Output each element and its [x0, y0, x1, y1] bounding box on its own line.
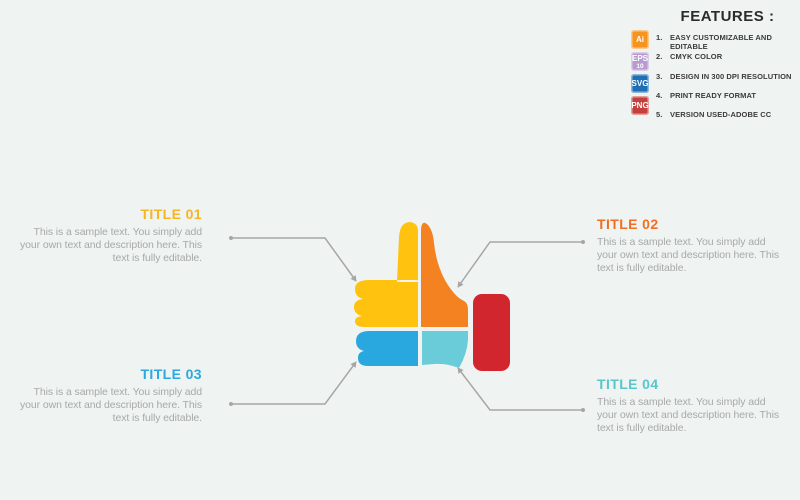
thumb-orange-segment — [421, 222, 468, 327]
title-02-heading: TITLE 02 — [597, 216, 659, 232]
cuff-red-segment — [473, 294, 510, 371]
title-04-description: This is a sample text. You simply add yo… — [597, 396, 779, 435]
feature-item: 5. VERSION USED-ADOBE CC — [656, 110, 800, 129]
feature-item-number: 2. — [656, 52, 663, 62]
eps10-file-icon: EPS 10 — [631, 52, 649, 71]
title-01-heading: TITLE 01 — [140, 206, 202, 222]
connector-title-01 — [229, 236, 357, 282]
features-heading: FEATURES : — [680, 8, 775, 25]
title-01-description: This is a sample text. You simply add yo… — [20, 226, 202, 265]
png-file-icon: PNG — [631, 96, 649, 115]
eps10-file-icon-label: EPS — [631, 53, 648, 63]
thumbs-up-graphic — [354, 222, 510, 371]
title-block-01: TITLE 01 This is a sample text. You simp… — [2, 206, 202, 266]
connector-title-02 — [457, 240, 585, 288]
feature-item: 4. PRINT READY FORMAT — [656, 91, 800, 110]
title-03-heading: TITLE 03 — [140, 366, 202, 382]
title-block-04: TITLE 04 This is a sample text. You simp… — [597, 376, 797, 436]
thumb-yellow-segment — [354, 222, 418, 327]
title-02-description: This is a sample text. You simply add yo… — [597, 236, 779, 275]
thumb-blue-segment — [356, 331, 418, 366]
title-03-description: This is a sample text. You simply add yo… — [20, 386, 202, 425]
title-block-02: TITLE 02 This is a sample text. You simp… — [597, 216, 797, 276]
svg-file-icon: SVG — [631, 74, 649, 93]
svg-file-icon-label: SVG — [631, 79, 649, 88]
file-format-icons: Ai EPS 10 SVG PNG — [631, 30, 649, 118]
feature-item-number: 4. — [656, 90, 663, 100]
feature-item-label: CMYK COLOR — [670, 52, 723, 62]
ai-file-icon-label: Ai — [636, 35, 644, 44]
title-04-heading: TITLE 04 — [597, 376, 659, 392]
png-file-icon-label: PNG — [631, 101, 649, 110]
title-block-03: TITLE 03 This is a sample text. You simp… — [2, 366, 202, 426]
eps10-file-icon-sublabel: 10 — [636, 62, 644, 70]
thumb-teal-segment — [422, 331, 468, 368]
feature-item-number: 5. — [656, 110, 663, 120]
feature-item: 3. DESIGN IN 300 DPI RESOLUTION — [656, 72, 800, 91]
feature-item-number: 1. — [656, 33, 663, 42]
feature-item-label: VERSION USED-ADOBE CC — [670, 110, 772, 120]
feature-item-label: PRINT READY FORMAT — [670, 90, 757, 100]
ai-file-icon: Ai — [631, 30, 649, 49]
feature-item-label: DESIGN IN 300 DPI RESOLUTION — [670, 71, 792, 81]
feature-item: 1. EASY CUSTOMIZABLE AND EDITABLE — [656, 33, 800, 52]
connector-title-04 — [457, 367, 585, 412]
features-list: 1. EASY CUSTOMIZABLE AND EDITABLE 2. CMY… — [656, 33, 800, 129]
feature-item-label: EASY CUSTOMIZABLE AND EDITABLE — [670, 33, 772, 51]
feature-item-number: 3. — [656, 71, 663, 81]
feature-item: 2. CMYK COLOR — [656, 52, 800, 71]
connector-title-03 — [229, 361, 357, 406]
